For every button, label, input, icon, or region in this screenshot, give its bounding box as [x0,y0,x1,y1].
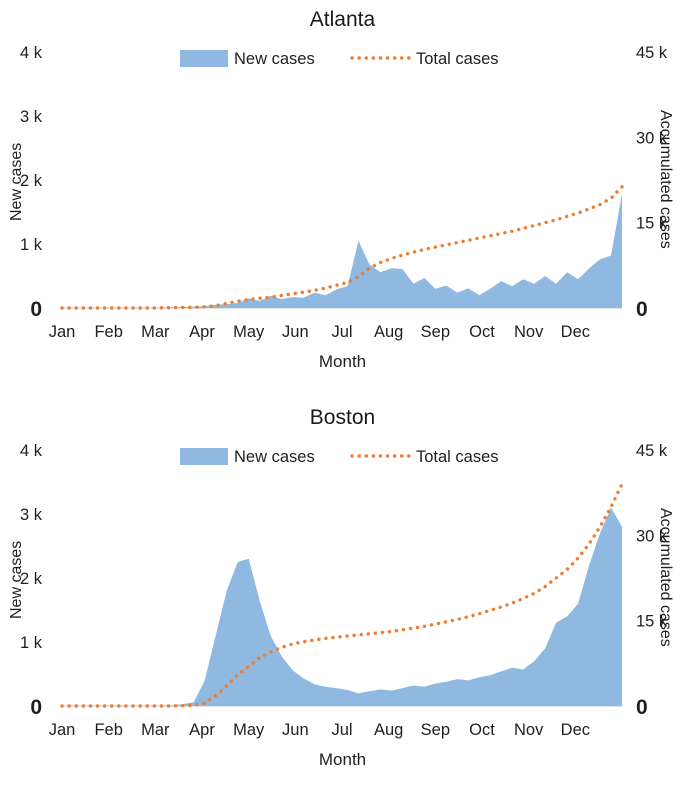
left-axis-tick-label: 3 k [20,108,43,126]
chart-title-boston: Boston [309,406,376,429]
x-axis-tick-label: Sep [421,721,450,739]
left-axis-tick-label: 1 k [20,236,43,254]
x-axis-tick-label: Apr [189,721,215,739]
chart-title-atlanta: Atlanta [309,8,376,31]
x-axis-tick-label: Dec [561,721,590,739]
legend-area-swatch [180,50,228,67]
atlanta-plot-area: 4 k 3 k 2 k 1 k 0 45 k 30 k 15 k 0 Jan Feb Mar Apr Ma… [20,44,668,341]
right-axis-tick-label: 15 k [636,215,668,233]
left-axis-tick-label: 4 k [20,44,43,62]
x-axis-tick-label: Jul [331,721,352,739]
right-axis-tick-label: 45 k [636,442,668,460]
x-axis-tick-label: Mar [141,323,170,341]
x-axis-tick-label: May [233,323,265,341]
right-axis-tick-label: 15 k [636,613,668,631]
x-axis-title: Month [318,750,367,769]
legend-area-swatch [180,448,228,465]
right-axis-tick-label: 30 k [636,129,668,147]
legend-new-cases-label: New cases [234,50,315,68]
left-axis-tick-label: 0 [30,696,42,719]
right-axis-tick-label: 45 k [636,44,668,62]
x-axis-tick-label: Feb [94,323,122,341]
x-axis-tick-label: Jan [49,323,76,341]
left-axis-tick-label: 2 k [20,570,43,588]
x-axis-tick-label: Oct [469,323,495,341]
x-axis-tick-label: Nov [514,721,544,739]
new-cases-area-series [62,507,622,706]
x-axis-title: Month [318,352,367,371]
x-axis-tick-label: Aug [374,323,403,341]
x-axis-tick-label: Oct [469,721,495,739]
left-axis-tick-label: 2 k [20,172,43,190]
legend-total-cases-label: Total cases [416,448,499,466]
left-axis-tick-label: 4 k [20,442,43,460]
x-axis-tick-label: May [233,721,265,739]
left-axis-tick-label: 3 k [20,506,43,524]
x-axis-tick-label: Jun [282,721,309,739]
x-axis-tick-label: Sep [421,323,450,341]
x-axis-tick-label: Jun [282,323,309,341]
right-axis-tick-label: 0 [636,298,648,321]
x-axis-tick-label: Dec [561,323,590,341]
left-axis-tick-label: 0 [30,298,42,321]
x-axis-tick-label: Mar [141,721,170,739]
x-axis-tick-label: Jan [49,721,76,739]
x-axis-tick-label: Apr [189,323,215,341]
total-cases-dotted-series [60,185,624,310]
legend-new-cases-label: New cases [234,448,315,466]
x-axis-tick-label: Aug [374,721,403,739]
new-cases-area-series [62,194,622,308]
boston-plot-area: 4 k 3 k 2 k 1 k 0 45 k 30 k 15 k 0 Jan Feb Mar Apr Ma… [20,442,668,739]
left-axis-tick-label: 1 k [20,634,43,652]
right-axis-tick-label: 30 k [636,527,668,545]
x-axis-tick-label: Nov [514,323,544,341]
right-axis-tick-label: 0 [636,696,648,719]
legend-total-cases-label: Total cases [416,50,499,68]
x-axis-tick-label: Jul [331,323,352,341]
total-cases-dotted-series [60,482,624,708]
x-axis-tick-label: Feb [94,721,122,739]
